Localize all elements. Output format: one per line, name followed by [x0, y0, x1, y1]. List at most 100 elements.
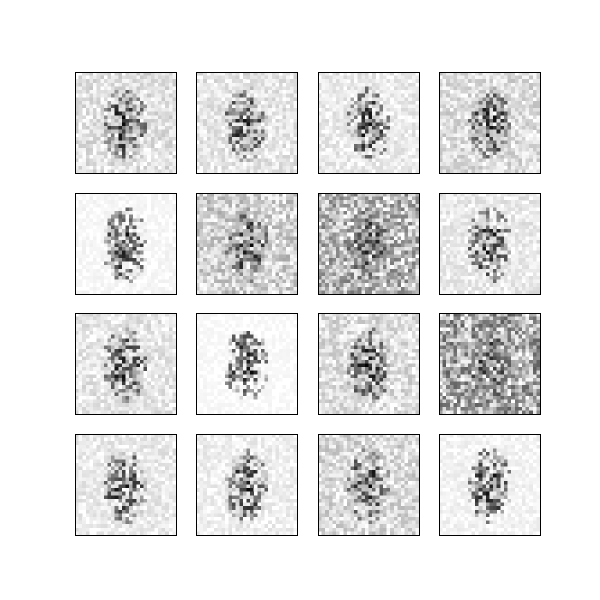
- pixel: [318, 82, 322, 87]
- pixel: [386, 79, 391, 83]
- pixel: [379, 250, 383, 255]
- pixel: [89, 79, 94, 83]
- pixel: [118, 275, 122, 280]
- pixel: [235, 154, 240, 159]
- pixel: [103, 239, 108, 244]
- pixel: [400, 72, 405, 76]
- pixel: [103, 100, 108, 105]
- pixel: [397, 232, 402, 237]
- pixel: [271, 193, 276, 197]
- pixel: [449, 165, 454, 170]
- pixel: [411, 286, 416, 291]
- pixel: [397, 133, 402, 137]
- pixel: [321, 196, 326, 201]
- pixel: [239, 196, 243, 201]
- pixel: [257, 93, 261, 98]
- pixel: [325, 136, 329, 141]
- pixel: [282, 75, 287, 80]
- pixel: [196, 225, 200, 230]
- pixel: [82, 75, 86, 80]
- pixel: [493, 169, 497, 174]
- pixel: [357, 133, 362, 137]
- pixel: [478, 126, 483, 130]
- pixel: [232, 115, 236, 119]
- pixel: [89, 261, 94, 266]
- pixel: [121, 211, 126, 215]
- pixel: [372, 147, 376, 152]
- pixel: [154, 257, 159, 262]
- pixel: [264, 97, 269, 101]
- pixel: [368, 225, 373, 230]
- pixel: [196, 90, 200, 94]
- pixel: [235, 136, 240, 141]
- pixel: [400, 214, 405, 219]
- pixel: [268, 261, 272, 266]
- pixel: [336, 162, 340, 166]
- pixel: [354, 147, 358, 152]
- pixel: [372, 283, 376, 287]
- pixel: [257, 207, 261, 212]
- pixel: [386, 196, 391, 201]
- pixel: [275, 90, 280, 94]
- pixel: [278, 169, 283, 174]
- pixel: [364, 144, 369, 148]
- pixel: [275, 104, 280, 109]
- pixel: [361, 265, 365, 269]
- pixel: [339, 82, 344, 87]
- pixel: [415, 147, 420, 152]
- pixel: [321, 93, 326, 98]
- pixel: [415, 104, 420, 109]
- pixel: [503, 154, 508, 159]
- pixel: [496, 147, 501, 152]
- pixel: [157, 290, 162, 295]
- pixel: [150, 286, 155, 291]
- pixel: [442, 122, 447, 127]
- pixel: [386, 108, 391, 112]
- pixel: [100, 115, 104, 119]
- pixel: [372, 196, 376, 201]
- pixel: [228, 275, 233, 280]
- pixel: [136, 144, 140, 148]
- pixel: [103, 207, 108, 212]
- pixel: [253, 211, 258, 215]
- pixel: [235, 165, 240, 170]
- pixel: [253, 72, 258, 76]
- pixel: [278, 154, 283, 159]
- pixel: [82, 239, 86, 244]
- pixel: [221, 75, 225, 80]
- pixel: [390, 104, 394, 109]
- pixel: [157, 268, 162, 273]
- pixel: [242, 211, 247, 215]
- pixel: [361, 279, 365, 284]
- pixel: [210, 75, 215, 80]
- pixel: [503, 169, 508, 174]
- pixel: [157, 147, 162, 152]
- pixel: [85, 158, 90, 163]
- pixel: [318, 261, 322, 266]
- pixel: [375, 225, 380, 230]
- pixel: [339, 203, 344, 208]
- pixel: [143, 104, 148, 109]
- pixel: [172, 129, 177, 134]
- pixel: [118, 162, 122, 166]
- pixel: [325, 207, 329, 212]
- pixel: [111, 115, 115, 119]
- pixel: [147, 104, 151, 109]
- pixel: [250, 82, 254, 87]
- pixel: [136, 268, 140, 273]
- pixel: [525, 144, 530, 148]
- pixel: [129, 93, 133, 98]
- pixel: [210, 86, 215, 91]
- pixel: [103, 104, 108, 109]
- pixel: [415, 286, 420, 291]
- pixel: [471, 90, 476, 94]
- pixel: [132, 133, 137, 137]
- pixel: [78, 203, 83, 208]
- pixel: [404, 104, 409, 109]
- pixel: [118, 247, 122, 251]
- pixel: [121, 265, 126, 269]
- pixel: [136, 147, 140, 152]
- pixel: [278, 254, 283, 258]
- pixel: [475, 133, 479, 137]
- pixel: [507, 72, 512, 76]
